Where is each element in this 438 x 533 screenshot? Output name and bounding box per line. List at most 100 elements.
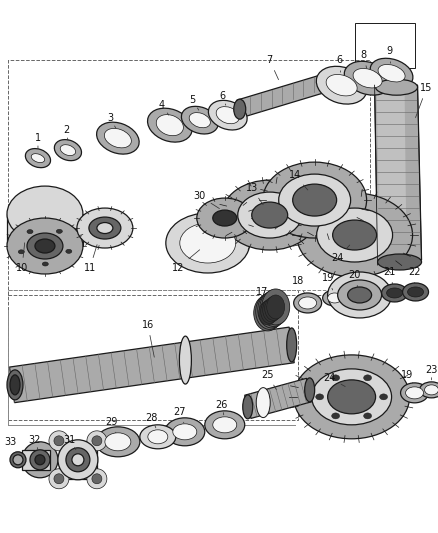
Polygon shape bbox=[7, 214, 83, 246]
Text: 2: 2 bbox=[63, 125, 69, 140]
Ellipse shape bbox=[328, 272, 392, 318]
Ellipse shape bbox=[77, 208, 133, 248]
Ellipse shape bbox=[140, 425, 176, 449]
Text: 8: 8 bbox=[360, 50, 367, 68]
Ellipse shape bbox=[332, 375, 339, 381]
Ellipse shape bbox=[180, 223, 236, 263]
Ellipse shape bbox=[317, 208, 392, 262]
Ellipse shape bbox=[262, 289, 290, 325]
Ellipse shape bbox=[13, 455, 23, 465]
Ellipse shape bbox=[297, 193, 413, 277]
Ellipse shape bbox=[344, 61, 391, 95]
Text: 29: 29 bbox=[106, 417, 118, 433]
Bar bbox=[8, 60, 370, 295]
Ellipse shape bbox=[234, 99, 246, 119]
Text: 20: 20 bbox=[349, 270, 361, 287]
Text: 6: 6 bbox=[336, 55, 343, 72]
Ellipse shape bbox=[263, 162, 367, 238]
Ellipse shape bbox=[328, 293, 342, 303]
Ellipse shape bbox=[403, 283, 428, 301]
Text: 24: 24 bbox=[323, 373, 345, 386]
Ellipse shape bbox=[148, 108, 192, 142]
Ellipse shape bbox=[294, 355, 410, 439]
Text: 33: 33 bbox=[4, 437, 16, 453]
Ellipse shape bbox=[72, 454, 84, 466]
Ellipse shape bbox=[189, 112, 210, 128]
Ellipse shape bbox=[254, 295, 282, 331]
Ellipse shape bbox=[260, 290, 288, 326]
Bar bbox=[355, 23, 414, 68]
Ellipse shape bbox=[424, 385, 438, 395]
Ellipse shape bbox=[370, 58, 413, 88]
Text: 10: 10 bbox=[16, 243, 28, 273]
Ellipse shape bbox=[259, 301, 277, 325]
Ellipse shape bbox=[25, 149, 50, 168]
Text: 6: 6 bbox=[220, 91, 226, 105]
Ellipse shape bbox=[353, 68, 382, 88]
Text: 19: 19 bbox=[321, 273, 334, 290]
Ellipse shape bbox=[197, 198, 253, 238]
Text: 3: 3 bbox=[107, 113, 116, 128]
Text: 18: 18 bbox=[292, 276, 304, 293]
Ellipse shape bbox=[213, 210, 237, 226]
Ellipse shape bbox=[364, 375, 371, 381]
Ellipse shape bbox=[380, 394, 388, 400]
Ellipse shape bbox=[364, 413, 371, 419]
Ellipse shape bbox=[22, 442, 58, 478]
Text: 31: 31 bbox=[64, 435, 76, 450]
Ellipse shape bbox=[87, 469, 107, 489]
Text: 16: 16 bbox=[142, 320, 154, 357]
Bar bbox=[8, 290, 298, 420]
Ellipse shape bbox=[27, 233, 63, 259]
Ellipse shape bbox=[338, 280, 381, 310]
Ellipse shape bbox=[57, 229, 62, 233]
Text: 26: 26 bbox=[215, 400, 228, 415]
Text: 4: 4 bbox=[159, 100, 169, 115]
Ellipse shape bbox=[316, 394, 324, 400]
Ellipse shape bbox=[156, 115, 184, 136]
Text: 11: 11 bbox=[84, 245, 97, 273]
Ellipse shape bbox=[54, 474, 64, 484]
Ellipse shape bbox=[312, 369, 392, 425]
Ellipse shape bbox=[10, 375, 20, 395]
Text: 17: 17 bbox=[255, 287, 268, 305]
Ellipse shape bbox=[49, 469, 69, 489]
Ellipse shape bbox=[401, 383, 428, 403]
Polygon shape bbox=[377, 87, 406, 263]
Ellipse shape bbox=[166, 213, 250, 273]
Polygon shape bbox=[10, 327, 294, 402]
Ellipse shape bbox=[42, 262, 48, 266]
Text: 25: 25 bbox=[261, 370, 276, 390]
Ellipse shape bbox=[58, 440, 98, 480]
Ellipse shape bbox=[96, 427, 140, 457]
Ellipse shape bbox=[305, 378, 314, 402]
Ellipse shape bbox=[89, 217, 121, 239]
Ellipse shape bbox=[408, 287, 424, 297]
Ellipse shape bbox=[66, 448, 90, 472]
Ellipse shape bbox=[7, 186, 83, 242]
Text: 30: 30 bbox=[194, 191, 219, 208]
Ellipse shape bbox=[294, 293, 321, 313]
Ellipse shape bbox=[323, 290, 346, 306]
Ellipse shape bbox=[328, 380, 376, 414]
Ellipse shape bbox=[381, 284, 408, 302]
Ellipse shape bbox=[104, 128, 131, 148]
Ellipse shape bbox=[378, 64, 405, 82]
Ellipse shape bbox=[18, 250, 25, 254]
Ellipse shape bbox=[97, 122, 139, 154]
Ellipse shape bbox=[258, 292, 286, 328]
Ellipse shape bbox=[7, 218, 83, 274]
Polygon shape bbox=[374, 85, 421, 265]
Ellipse shape bbox=[60, 144, 76, 156]
Text: 1: 1 bbox=[35, 133, 41, 148]
Ellipse shape bbox=[7, 370, 23, 400]
Ellipse shape bbox=[105, 433, 131, 451]
Polygon shape bbox=[244, 378, 313, 418]
Ellipse shape bbox=[148, 430, 168, 444]
Ellipse shape bbox=[348, 287, 371, 303]
Ellipse shape bbox=[92, 436, 102, 446]
Ellipse shape bbox=[378, 254, 421, 270]
Ellipse shape bbox=[256, 387, 270, 417]
Ellipse shape bbox=[252, 202, 288, 228]
Ellipse shape bbox=[216, 107, 239, 124]
